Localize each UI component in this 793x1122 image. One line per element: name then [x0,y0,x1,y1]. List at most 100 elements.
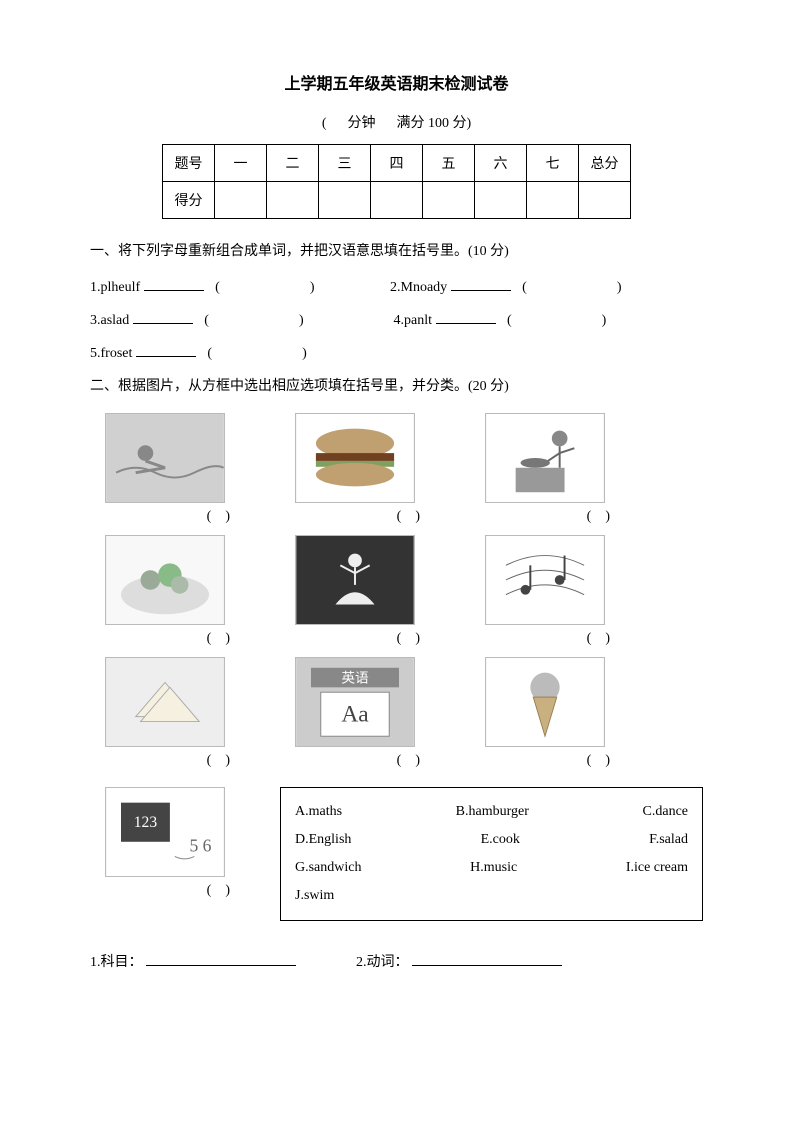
answer-blank[interactable] [211,509,225,524]
category-item: 2.动词： [356,951,562,971]
q1-num: 3. [90,313,101,329]
q1-row: 5. froset () [90,343,703,362]
col-cell: 六 [475,145,527,182]
blank-line[interactable] [436,310,496,324]
pic-sandwich-icon [105,657,225,747]
answer-blank[interactable] [401,753,415,768]
category-row: 1.科目： 2.动词： [90,951,703,971]
options-row: A.maths B.hamburger C.dance [295,798,688,826]
header-label-cell: 题号 [163,145,215,182]
table-row: 题号 一 二 三 四 五 六 七 总分 [163,145,631,182]
category-item: 1.科目： [90,951,296,971]
q1-item: 5. froset () [90,343,390,362]
col-cell: 一 [215,145,267,182]
cat-blank[interactable] [146,952,296,966]
answer-blank[interactable] [591,753,605,768]
pic-swim-icon [105,413,225,503]
score-cell[interactable] [319,182,371,219]
answer-blank[interactable] [211,753,225,768]
q1-word: plheulf [101,280,141,296]
cat-blank[interactable] [412,952,562,966]
score-cell[interactable] [579,182,631,219]
q1-item: 4. panlt () [390,310,606,329]
option-d: D.English [295,826,351,854]
blank-line[interactable] [144,277,204,291]
pic-cell: ( ) [90,535,240,647]
option-c: C.dance [643,798,688,826]
pic-caption: ( ) [587,753,610,769]
pic-cell: ( ) [280,413,430,525]
options-box: A.maths B.hamburger C.dance D.English E.… [280,787,703,921]
pic-cell: 英语 Aa ( ) [280,657,430,769]
q1-num: 5. [90,346,101,362]
pic-caption: ( ) [397,509,420,525]
subtitle-open: ( [322,116,327,131]
col-cell: 三 [319,145,371,182]
pic-cell: ( ) [90,657,240,769]
blank-line[interactable] [136,343,196,357]
bottom-row: 123 5 6 ( ) A.maths B.hamburger C.dance D… [90,787,703,921]
pic-caption: ( ) [397,753,420,769]
score-cell[interactable] [423,182,475,219]
svg-text:5 6: 5 6 [189,835,211,855]
pic-caption: ( ) [207,509,230,525]
score-table: 题号 一 二 三 四 五 六 七 总分 得分 [162,144,631,219]
answer-blank[interactable] [401,509,415,524]
svg-text:123: 123 [134,814,158,831]
col-cell: 二 [267,145,319,182]
q1-word: froset [101,346,133,362]
pic-caption: ( ) [587,509,610,525]
section1-heading: 一、将下列字母重新组合成单词，并把汉语意思填在括号里。(10 分) [90,241,703,263]
pic-maths-icon: 123 5 6 [105,787,225,877]
pic-cell: ( ) [470,535,620,647]
score-cell[interactable] [475,182,527,219]
options-row: G.sandwich H.music I.ice cream [295,854,688,882]
options-row: J.swim [295,882,688,910]
subtitle-minutes: 分钟 [348,116,376,131]
pic-caption: ( ) [207,753,230,769]
option-b: B.hamburger [456,798,529,826]
pic-caption: ( ) [207,631,230,647]
col-cell: 总分 [579,145,631,182]
pic-cell: ( ) [470,657,620,769]
pic-cell: ( ) [280,535,430,647]
options-row: D.English E.cook F.salad [295,826,688,854]
option-g: G.sandwich [295,854,362,882]
svg-text:Aa: Aa [341,701,369,727]
q1-row: 1. plheulf () 2. Mnoady () [90,277,703,296]
cat1-label: 1.科目： [90,955,143,970]
score-cell[interactable] [215,182,267,219]
score-cell[interactable] [527,182,579,219]
q1-word: Mnoady [401,280,448,296]
answer-blank[interactable] [591,631,605,646]
pic-caption: ( ) [207,883,230,899]
q1-num: 1. [90,280,101,296]
option-i: I.ice cream [626,854,688,882]
pic-salad-icon [105,535,225,625]
pic-cell: ( ) [470,413,620,525]
subtitle-full: 满分 100 分) [397,116,472,131]
col-cell: 七 [527,145,579,182]
pic-caption: ( ) [397,631,420,647]
col-cell: 五 [423,145,475,182]
score-cell[interactable] [371,182,423,219]
option-j: J.swim [295,882,334,910]
answer-blank[interactable] [591,509,605,524]
score-cell[interactable] [267,182,319,219]
svg-text:英语: 英语 [341,669,369,685]
q1-item: 3. aslad () [90,310,390,329]
pic-cell: 123 5 6 ( ) [90,787,240,899]
pic-caption: ( ) [587,631,610,647]
pic-english-icon: 英语 Aa [295,657,415,747]
answer-blank[interactable] [211,631,225,646]
pic-hamburger-icon [295,413,415,503]
q1-row: 3. aslad () 4. panlt () [90,310,703,329]
answer-blank[interactable] [401,631,415,646]
answer-blank[interactable] [211,883,225,898]
option-e: E.cook [481,826,520,854]
table-row: 得分 [163,182,631,219]
option-a: A.maths [295,798,342,826]
blank-line[interactable] [451,277,511,291]
blank-line[interactable] [133,310,193,324]
q1-num: 2. [390,280,401,296]
